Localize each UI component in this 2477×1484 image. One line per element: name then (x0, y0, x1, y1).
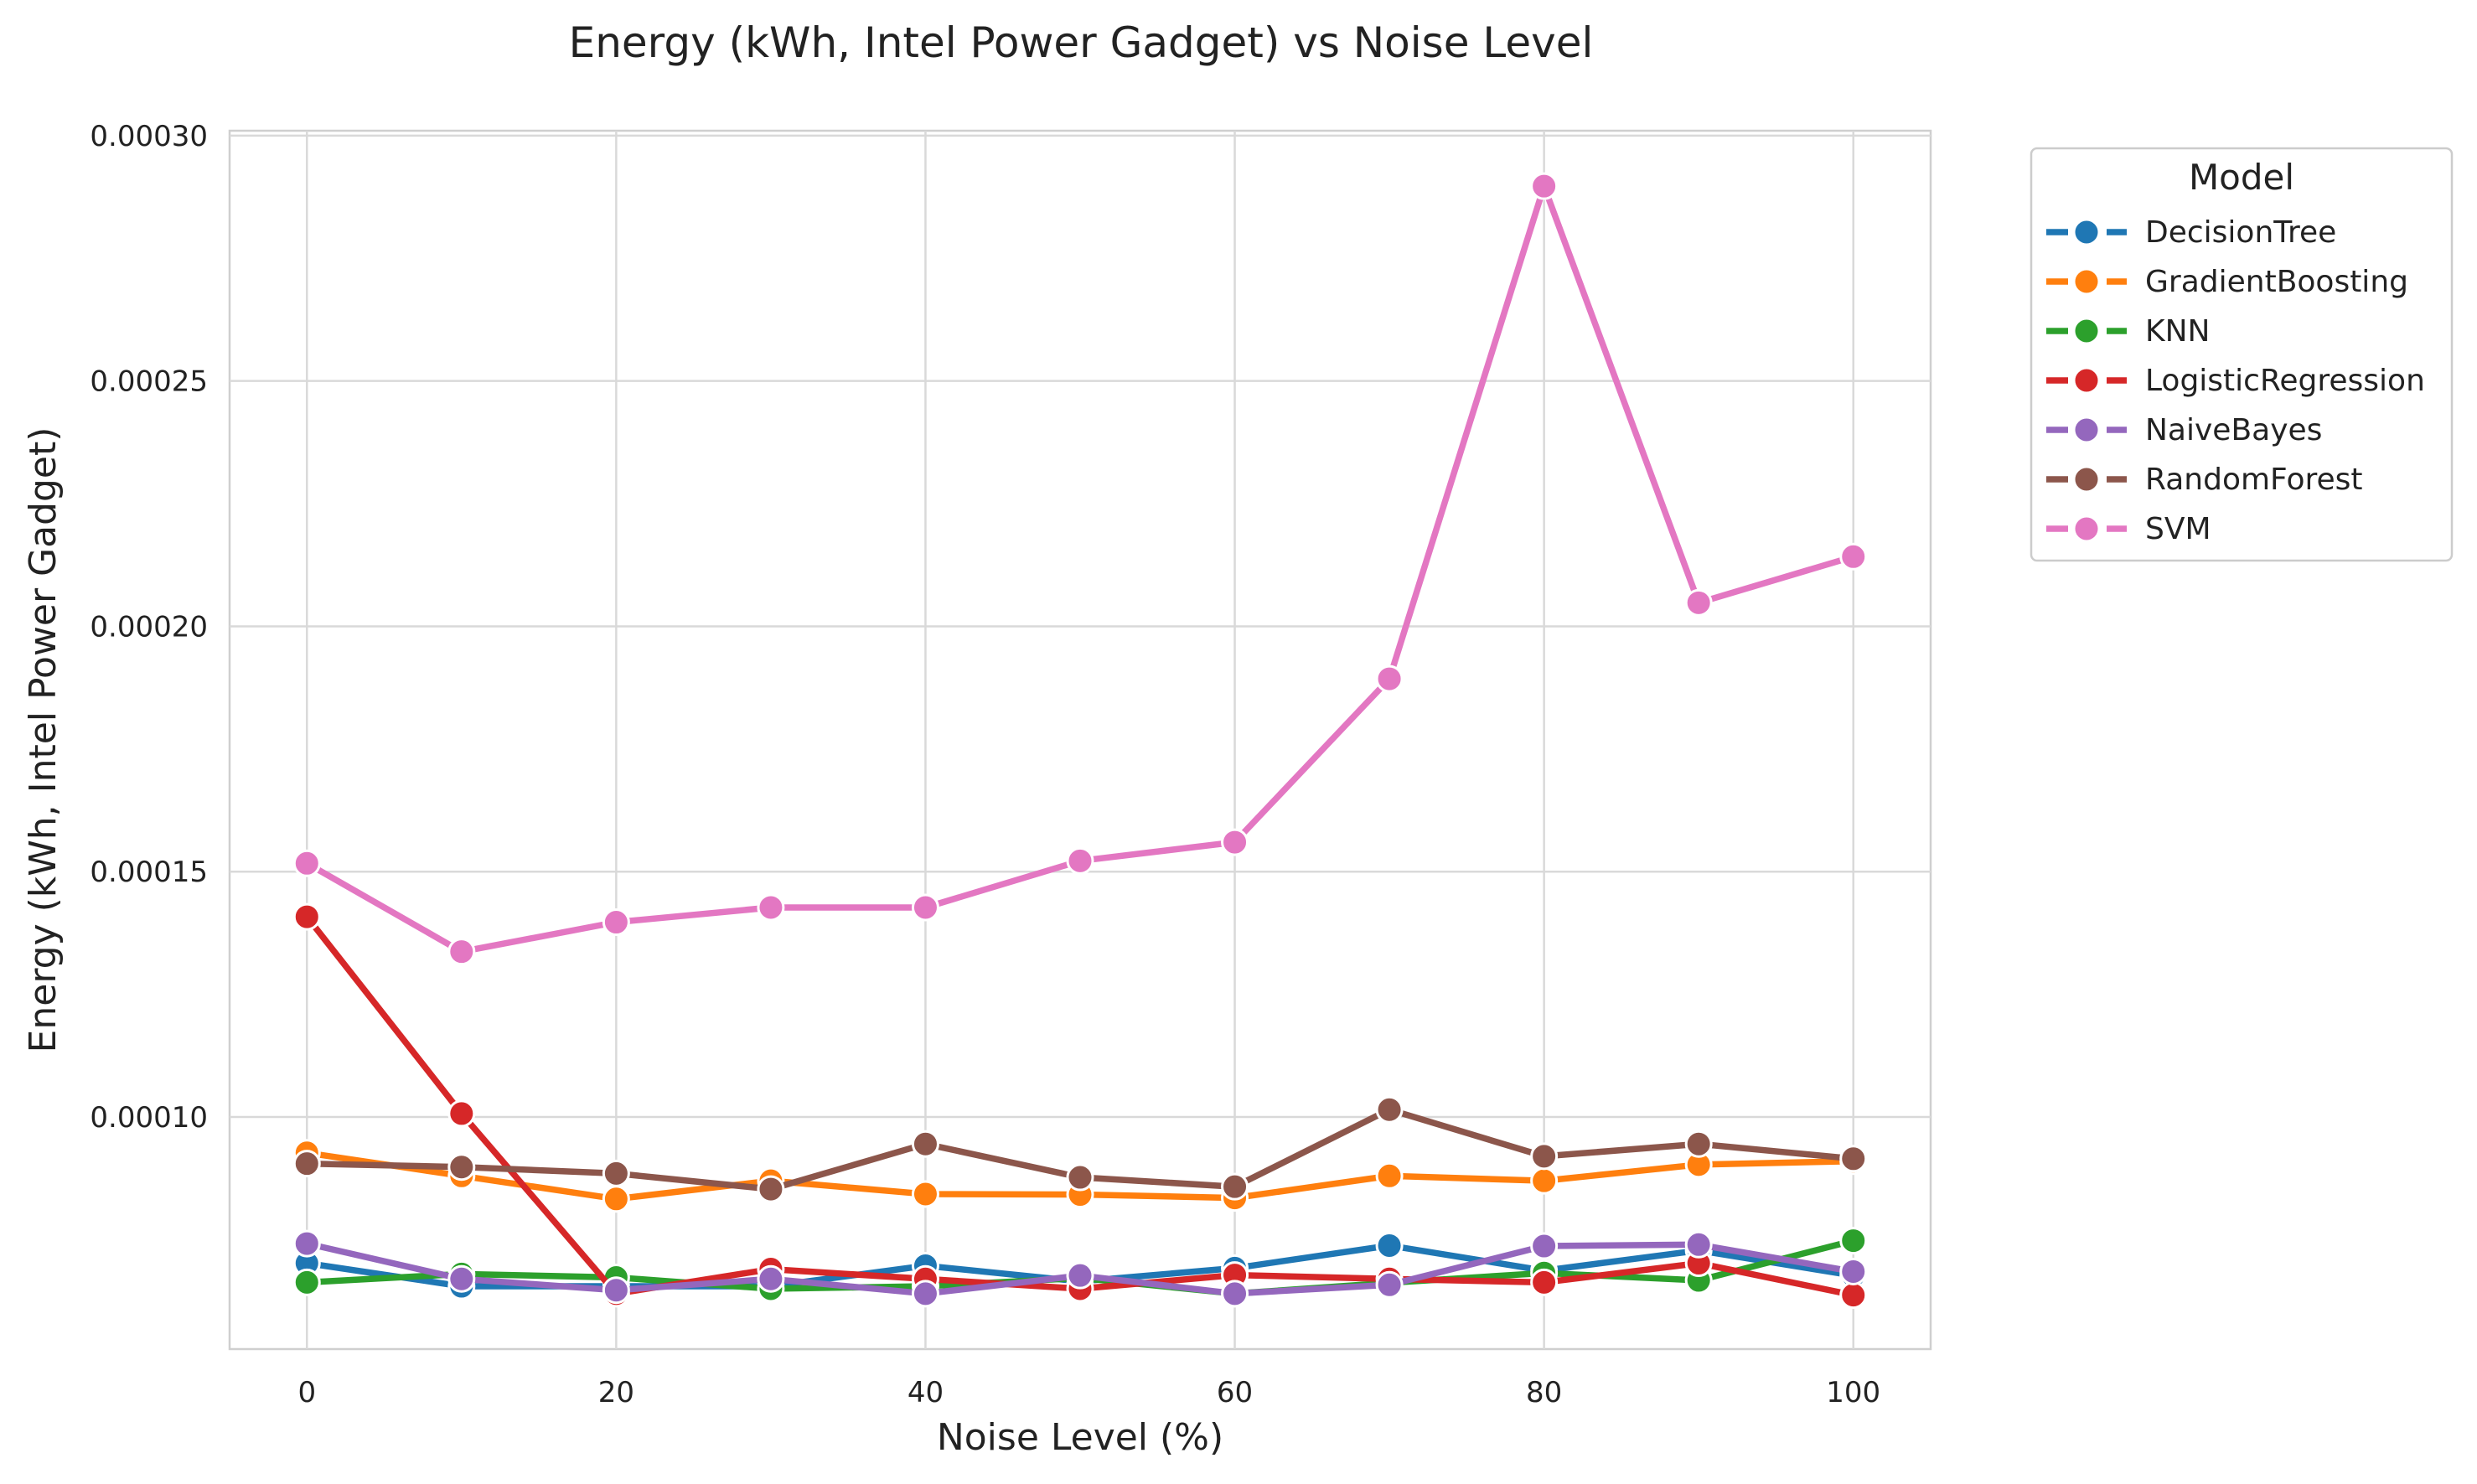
data-point-random-forest (1530, 1142, 1559, 1171)
legend-swatch-marker (2072, 218, 2101, 246)
data-point-random-forest (292, 1150, 321, 1178)
x-tick-label: 0 (297, 1376, 316, 1409)
legend-label: DecisionTree (2145, 215, 2336, 250)
legend-items: DecisionTree GradientBoosting KNN LogisticR… (2046, 215, 2425, 546)
legend-label: RandomForest (2145, 463, 2363, 497)
legend-item-knn: KNN (2046, 314, 2210, 349)
data-point-random-forest (1375, 1095, 1404, 1124)
legend-swatch-marker (2072, 366, 2101, 395)
data-point-random-forest (602, 1159, 630, 1187)
legend-label: KNN (2145, 314, 2210, 349)
data-point-naive-bayes (1839, 1257, 1868, 1285)
legend-item-logistic-regression: LogisticRegression (2046, 364, 2425, 398)
series-layer (292, 172, 1868, 1310)
data-point-random-forest (1066, 1163, 1094, 1192)
data-point-knn (292, 1268, 321, 1296)
series-naive-bayes (292, 1229, 1868, 1308)
series-svm (292, 172, 1868, 966)
chart-title: Energy (kWh, Intel Power Gadget) vs Nois… (569, 18, 1594, 67)
y-tick-label: 0.00025 (90, 365, 208, 399)
legend-label: SVM (2145, 512, 2211, 546)
data-point-gradient-boosting (1375, 1161, 1404, 1190)
data-point-svm (602, 908, 630, 937)
x-tick-label: 20 (598, 1376, 634, 1409)
data-point-knn (1839, 1227, 1868, 1255)
data-point-naive-bayes (1221, 1280, 1249, 1308)
plot-area: 0 20 40 60 80 100 0.00010 0.00015 0.00020 0.0002… (90, 120, 1932, 1409)
data-point-svm (1066, 846, 1094, 875)
data-point-svm (1530, 172, 1559, 200)
x-tick-labels: 0 20 40 60 80 100 (297, 1376, 1880, 1409)
legend-item-svm: SVM (2046, 512, 2211, 546)
data-point-logistic-regression (447, 1099, 476, 1128)
data-point-random-forest (1684, 1130, 1713, 1158)
data-point-gradient-boosting (911, 1180, 939, 1208)
data-point-svm (447, 938, 476, 966)
data-point-svm (911, 893, 939, 922)
data-point-svm (757, 893, 785, 922)
legend-swatch-marker (2072, 317, 2101, 345)
data-point-naive-bayes (1375, 1270, 1404, 1299)
data-point-decision-tree (1375, 1231, 1404, 1259)
data-point-random-forest (1839, 1145, 1868, 1173)
legend: Model DecisionTree GradientBoosting KNN Log… (2030, 147, 2454, 562)
data-point-naive-bayes (602, 1276, 630, 1305)
legend-label: NaiveBayes (2145, 413, 2322, 447)
data-point-random-forest (757, 1175, 785, 1203)
legend-swatch-marker (2072, 416, 2101, 444)
data-point-svm (292, 849, 321, 877)
data-point-naive-bayes (757, 1264, 785, 1293)
legend-item-gradient-boosting: GradientBoosting (2046, 265, 2408, 299)
data-point-naive-bayes (292, 1229, 321, 1258)
data-point-logistic-regression (292, 902, 321, 931)
data-point-svm (1375, 664, 1404, 693)
x-tick-label: 80 (1526, 1376, 1562, 1409)
data-point-naive-bayes (1066, 1261, 1094, 1290)
data-point-svm (1839, 542, 1868, 571)
legend-label: GradientBoosting (2145, 265, 2408, 299)
y-tick-label: 0.00020 (90, 610, 208, 644)
x-axis-label: Noise Level (%) (937, 1416, 1223, 1459)
series-random-forest (292, 1095, 1868, 1203)
data-point-random-forest (911, 1130, 939, 1158)
data-point-naive-bayes (911, 1280, 939, 1308)
legend-box (2030, 147, 2454, 562)
data-point-svm (1221, 828, 1249, 856)
legend-swatch-marker (2072, 465, 2101, 494)
legend-item-decision-tree: DecisionTree (2046, 215, 2336, 250)
data-point-logistic-regression (1530, 1268, 1559, 1296)
legend-item-naive-bayes: NaiveBayes (2046, 413, 2322, 447)
data-point-random-forest (447, 1153, 476, 1182)
data-point-random-forest (1221, 1172, 1249, 1201)
x-tick-label: 100 (1826, 1376, 1880, 1409)
legend-item-random-forest: RandomForest (2046, 463, 2363, 497)
legend-label: LogisticRegression (2145, 364, 2425, 398)
y-axis-label: Energy (kWh, Intel Power Gadget) (22, 427, 65, 1053)
data-point-naive-bayes (1684, 1230, 1713, 1259)
x-tick-label: 60 (1217, 1376, 1253, 1409)
y-tick-label: 0.00015 (90, 856, 208, 889)
data-point-svm (1684, 588, 1713, 617)
x-tick-label: 40 (908, 1376, 944, 1409)
data-point-naive-bayes (447, 1264, 476, 1293)
legend-swatch-marker (2072, 267, 2101, 296)
data-point-gradient-boosting (1530, 1166, 1559, 1195)
data-point-naive-bayes (1530, 1232, 1559, 1260)
data-point-gradient-boosting (602, 1185, 630, 1213)
legend-title: Model (2189, 157, 2294, 198)
data-point-logistic-regression (1839, 1281, 1868, 1310)
y-tick-label: 0.00030 (90, 120, 208, 153)
y-tick-labels: 0.00010 0.00015 0.00020 0.00025 0.00030 (90, 120, 208, 1135)
legend-swatch-marker (2072, 514, 2101, 543)
y-tick-label: 0.00010 (90, 1101, 208, 1135)
